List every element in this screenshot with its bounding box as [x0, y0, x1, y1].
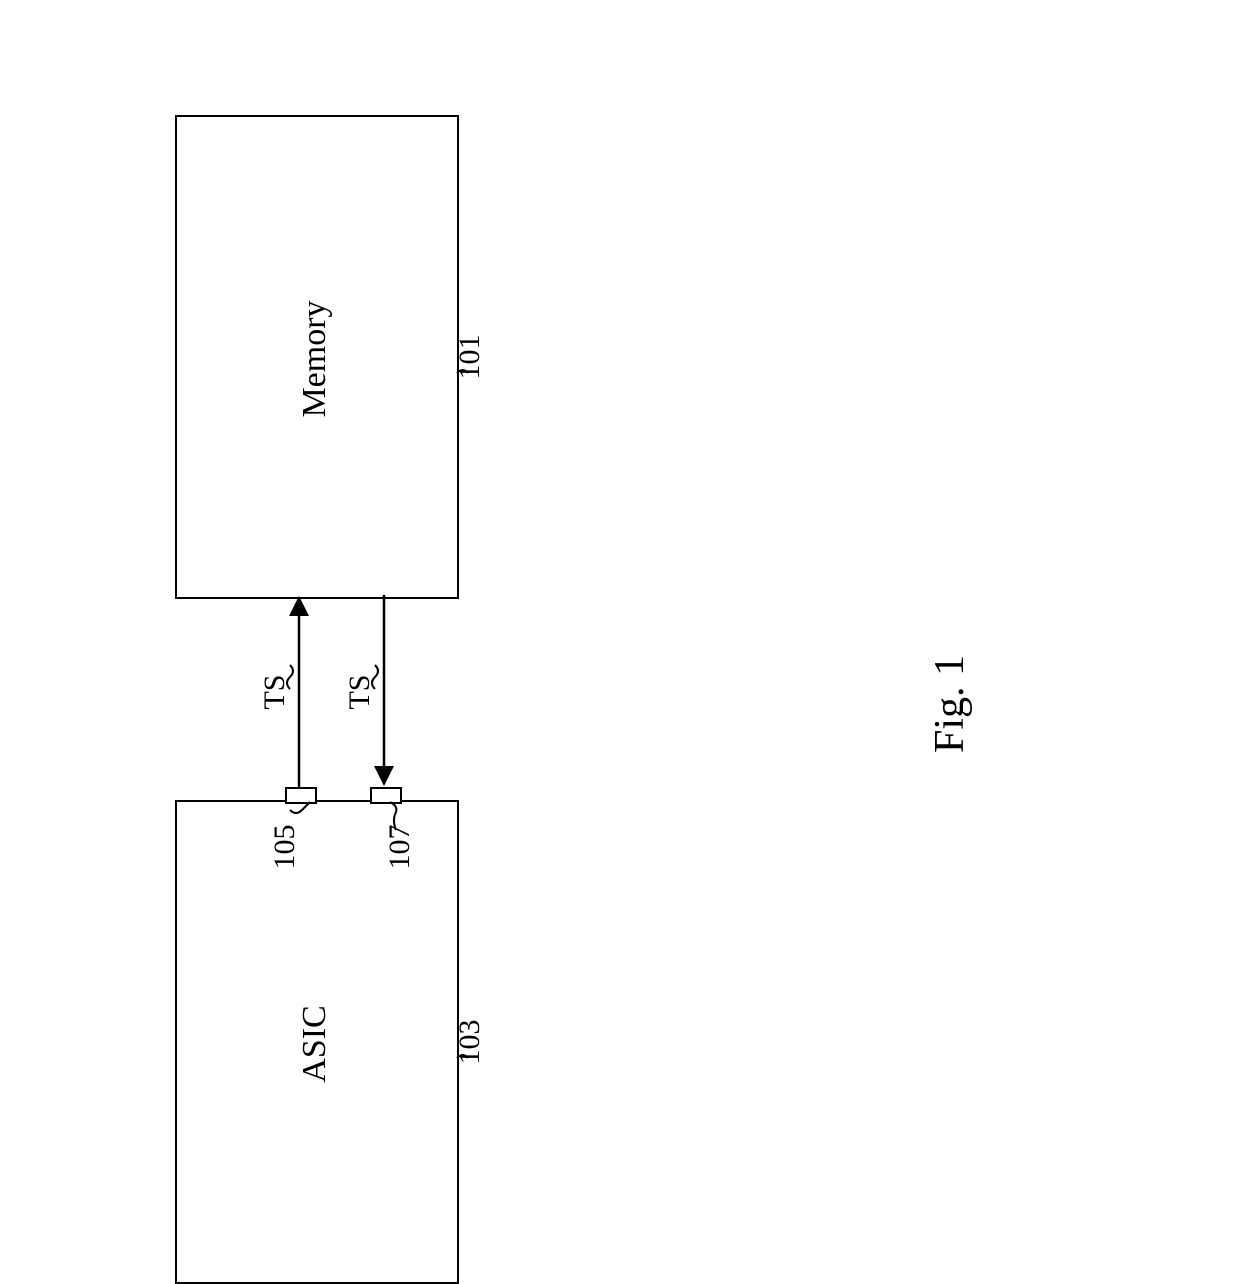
- block-asic-ref: 103: [453, 1012, 487, 1072]
- signal-down-label: TS: [343, 662, 377, 722]
- port-tx-ref: 105: [268, 817, 302, 877]
- figure-caption: Fig. 1: [926, 624, 974, 784]
- port-rx: [370, 787, 402, 804]
- block-memory-ref: 101: [453, 327, 487, 387]
- diagram-canvas: Memory 101 ASIC 103 105 107 TS TS Fig. 1: [0, 0, 1243, 1282]
- block-asic-label: ASIC: [296, 984, 334, 1104]
- block-memory-label: Memory: [296, 274, 334, 444]
- signal-up-label: TS: [258, 662, 292, 722]
- port-tx: [285, 787, 317, 804]
- port-rx-ref: 107: [383, 817, 417, 877]
